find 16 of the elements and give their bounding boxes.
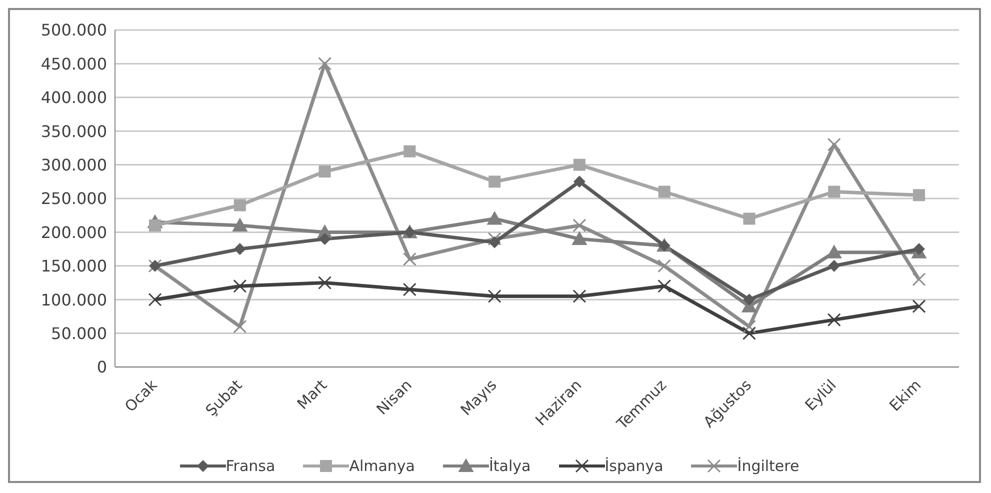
y-tick-label: 450.000	[40, 54, 107, 74]
legend-label: İtalya	[489, 457, 531, 475]
y-tick-label: 200.000	[40, 222, 107, 242]
legend-label: İspanya	[604, 457, 664, 475]
legend-label: Fransa	[226, 457, 276, 475]
legend-label: İngiltere	[737, 457, 800, 475]
y-tick-label: 300.000	[40, 155, 107, 174]
y-tick-label: 500.000	[40, 20, 107, 40]
y-tick-label: 400.000	[40, 88, 107, 108]
legend-label: Almanya	[349, 457, 415, 475]
y-tick-label: 250.000	[40, 189, 107, 208]
y-tick-label: 50.000	[51, 324, 107, 343]
y-tick-label: 350.000	[40, 122, 107, 141]
y-tick-label: 150.000	[40, 256, 107, 276]
y-tick-label: 0	[96, 358, 107, 377]
y-tick-label: 100.000	[40, 290, 107, 310]
